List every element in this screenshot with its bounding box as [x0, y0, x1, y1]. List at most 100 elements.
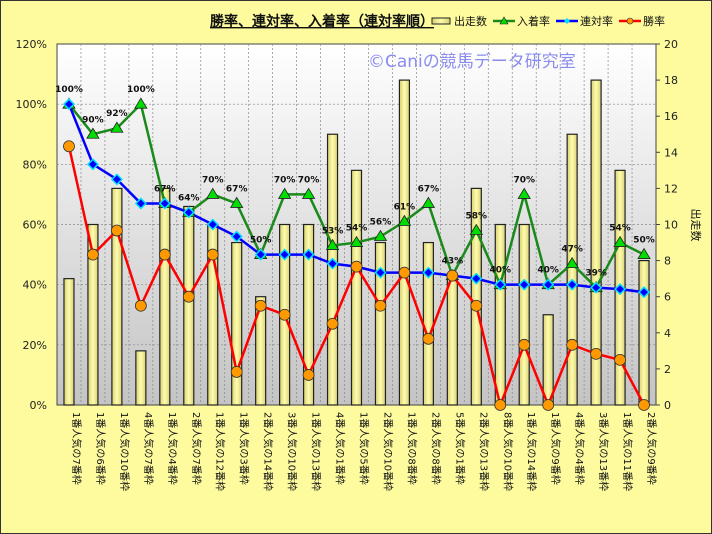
category-label: 2番人気の9番枠 — [645, 412, 658, 485]
marker-triangle-入着率 — [229, 196, 244, 208]
data-label-入着率: 53% — [322, 227, 344, 237]
category-label: 4番人気の4番枠 — [573, 412, 586, 485]
data-label-入着率: 67% — [418, 184, 440, 194]
category-label: 1番人気の8番枠 — [405, 412, 418, 485]
data-label-入着率: 43% — [442, 257, 464, 267]
chart-title: 勝率、連対率、入着率（連対率順） — [210, 13, 434, 30]
category-label: 5番人気の1番枠 — [453, 412, 466, 485]
data-label-入着率: 40% — [537, 266, 559, 276]
category-label: 2番人気の7番枠 — [190, 412, 203, 485]
marker-diamond-連対率 — [613, 283, 627, 296]
marker-circle-勝率 — [111, 224, 123, 237]
marker-triangle-入着率 — [277, 187, 292, 199]
category-label: 1番人気の5番枠 — [358, 412, 371, 485]
marker-diamond-連対率 — [278, 248, 291, 261]
marker-circle-勝率 — [422, 332, 435, 345]
marker-circle-勝率 — [302, 369, 315, 381]
bar-出走数 — [398, 79, 411, 406]
marker-diamond-連対率 — [518, 278, 531, 291]
data-label-入着率: 50% — [633, 236, 655, 246]
marker-diamond-連対率 — [494, 278, 507, 291]
bar-出走数 — [135, 350, 147, 406]
marker-diamond-連対率 — [326, 257, 339, 270]
category-label: 2番人気の13番枠 — [477, 412, 490, 491]
marker-diamond-連対率 — [566, 278, 579, 291]
data-label-入着率: 67% — [154, 184, 176, 194]
category-label: 1番人気の14番枠 — [525, 412, 538, 491]
marker-diamond-連対率 — [158, 197, 171, 210]
bar-出走数 — [590, 79, 602, 406]
marker-circle-勝率 — [374, 299, 387, 312]
marker-diamond-連対率 — [637, 286, 651, 299]
marker-circle-勝率 — [446, 269, 459, 282]
marker-diamond-連対率 — [422, 266, 435, 279]
marker-circle-勝率 — [566, 338, 579, 351]
marker-diamond-連対率 — [62, 98, 76, 111]
marker-triangle-入着率 — [637, 247, 651, 259]
marker-circle-勝率 — [542, 399, 555, 411]
data-label-入着率: 39% — [585, 269, 607, 279]
left-axis-tick-label: 0% — [30, 399, 47, 412]
bar-出走数 — [350, 169, 363, 406]
marker-triangle-入着率 — [421, 196, 436, 208]
data-label-入着率: 70% — [274, 175, 296, 185]
left-axis-tick-label: 20% — [23, 339, 47, 352]
category-label: 2番人気の10番枠 — [381, 412, 394, 491]
marker-diamond-連対率 — [86, 158, 100, 171]
data-label-入着率: 50% — [250, 236, 272, 246]
marker-circle-勝率 — [158, 248, 171, 261]
legend-marker-勝率 — [626, 17, 634, 25]
left-axis-tick-label: 100% — [16, 98, 47, 111]
marker-triangle-入着率 — [397, 214, 412, 226]
marker-triangle-入着率 — [325, 238, 340, 250]
category-label: 3番人気の10番枠 — [286, 412, 299, 491]
data-label-入着率: 47% — [561, 245, 583, 255]
bar-出走数 — [63, 278, 75, 406]
category-label: 1番人気の7番枠 — [70, 412, 83, 485]
marker-diamond-連対率 — [134, 197, 147, 210]
bar-出走数 — [542, 314, 554, 406]
marker-circle-勝率 — [278, 308, 291, 321]
marker-circle-勝率 — [254, 299, 267, 312]
category-label: 8番人気の10番枠 — [501, 412, 514, 491]
marker-triangle-入着率 — [301, 187, 316, 199]
marker-triangle-入着率 — [373, 229, 388, 241]
category-label: 1番人気の13番枠 — [310, 412, 323, 491]
data-label-入着率: 58% — [466, 212, 488, 222]
category-label: 1番人気の10番枠 — [118, 412, 131, 491]
data-label-入着率: 70% — [298, 175, 320, 185]
legend-marker-入着率 — [499, 16, 509, 25]
marker-circle-勝率 — [230, 366, 243, 378]
marker-triangle-入着率 — [206, 187, 220, 199]
legend-label-勝率: 勝率 — [643, 14, 665, 28]
data-label-入着率: 67% — [226, 184, 248, 194]
bar-出走数 — [446, 278, 458, 406]
data-label-入着率: 56% — [370, 218, 392, 228]
marker-triangle-入着率 — [469, 223, 484, 235]
data-label-入着率: 54% — [609, 224, 631, 234]
marker-diamond-連対率 — [230, 230, 243, 243]
right-axis-tick-label: 2 — [664, 363, 671, 376]
marker-diamond-連対率 — [182, 206, 195, 219]
left-axis-tick-label: 60% — [23, 219, 47, 232]
category-label: 1番人気の9番枠 — [549, 412, 562, 485]
marker-circle-勝率 — [134, 299, 147, 312]
bar-出走数 — [87, 223, 99, 406]
bar-出走数 — [111, 187, 123, 406]
category-label: 2番人気の14番枠 — [262, 412, 275, 491]
left-axis-tick-label: 80% — [23, 158, 47, 171]
marker-diamond-連対率 — [110, 173, 123, 186]
data-label-入着率: 100% — [55, 85, 83, 95]
data-label-入着率: 54% — [346, 224, 368, 234]
marker-diamond-連対率 — [302, 248, 315, 261]
legend-swatch-出走数 — [431, 17, 451, 25]
marker-triangle-入着率 — [134, 97, 148, 109]
bar-出走数 — [374, 241, 387, 406]
bar-出走数 — [470, 187, 482, 406]
bar-出走数 — [255, 296, 267, 406]
category-label: 1番人気の3番枠 — [238, 412, 251, 485]
category-label: 2番人気の8番枠 — [429, 412, 442, 485]
bar-出走数 — [231, 241, 243, 406]
data-label-入着率: 92% — [106, 109, 128, 119]
